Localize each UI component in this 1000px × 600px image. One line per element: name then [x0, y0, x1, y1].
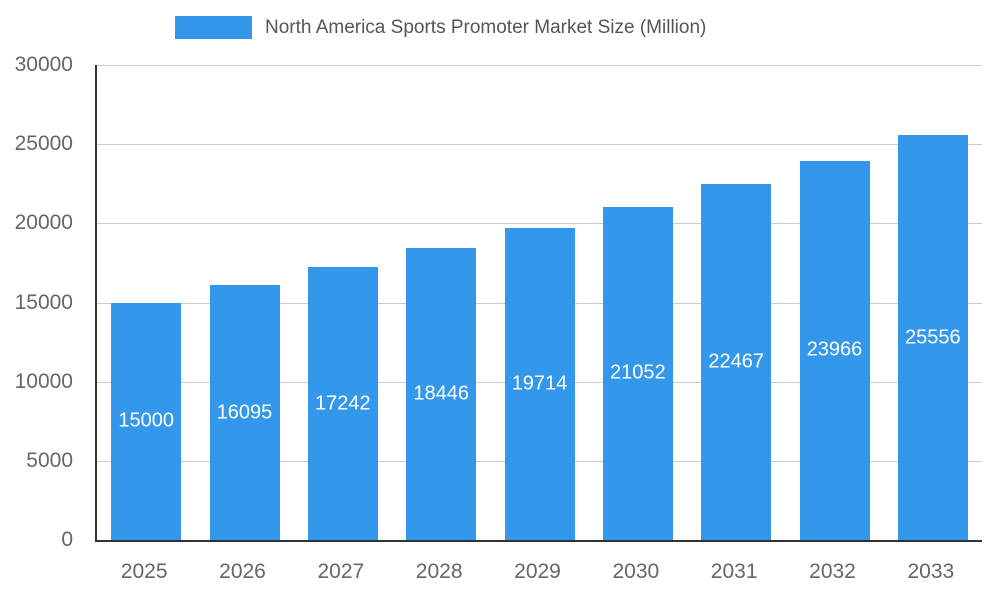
y-tick-label: 20000: [14, 211, 73, 235]
x-tick-label: 2031: [710, 560, 758, 583]
gridline: [97, 144, 982, 146]
chart-title: North America Sports Promoter Market Siz…: [265, 16, 707, 38]
bar: 15000: [111, 302, 182, 540]
bar-value-label: 17242: [315, 392, 371, 414]
bar-value-label: 16095: [216, 401, 273, 424]
bar-value-label: 19714: [511, 372, 568, 395]
bar-value-label: 18446: [413, 382, 469, 405]
bar: 21052: [602, 206, 673, 540]
y-tick-label: 5000: [26, 448, 73, 472]
bar: 18446: [406, 247, 477, 540]
x-tick-label: 2026: [219, 560, 266, 583]
x-tick-label: 2033: [907, 560, 955, 583]
y-tick-label: 0: [61, 528, 73, 551]
bar: 17242: [307, 267, 378, 540]
y-tick-label: 10000: [14, 369, 73, 393]
plot-area: 15000 16095 17242 18446 19714 21052 22467 23966…: [95, 65, 982, 542]
x-tick-label: 2025: [120, 560, 168, 583]
bar-value-label: 22467: [708, 350, 764, 373]
gridline: [97, 223, 982, 225]
x-tick-label: 2027: [317, 560, 365, 583]
y-axis: 0 5000 10000 15000 20000 25000 30000: [0, 53, 83, 551]
x-tick-label: 2029: [514, 560, 561, 583]
bar-value-label: 21052: [610, 361, 666, 384]
bar: 22467: [701, 184, 772, 540]
bar: 25556: [897, 135, 968, 540]
x-tick-label: 2032: [809, 560, 856, 583]
bar-value-label: 23966: [806, 338, 863, 361]
bar: 19714: [504, 227, 575, 540]
bar: 16095: [209, 285, 280, 540]
gridline: [97, 65, 982, 66]
x-tick-label: 2030: [612, 560, 660, 583]
bar-value-label: 25556: [905, 326, 961, 349]
y-tick-label: 15000: [14, 290, 73, 314]
y-tick-label: 30000: [14, 53, 73, 76]
bar: 23966: [799, 160, 870, 540]
x-tick-label: 2028: [415, 560, 463, 583]
y-tick-label: 25000: [14, 132, 73, 156]
bar-value-label: 15000: [118, 409, 174, 432]
legend: North America Sports Promoter Market Siz…: [175, 16, 706, 39]
x-axis: 2025 2026 2027 2028 2029 2030 2031 2032 2033: [95, 558, 980, 590]
legend-swatch: [175, 16, 252, 39]
